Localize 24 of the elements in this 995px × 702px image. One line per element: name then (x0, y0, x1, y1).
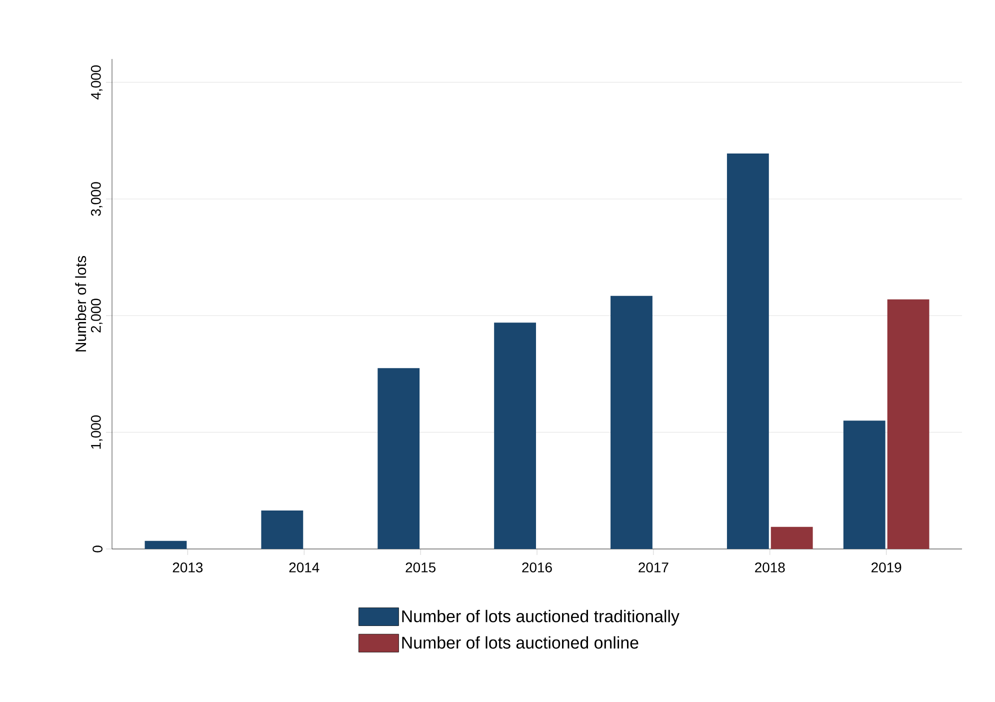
bar (843, 420, 886, 549)
x-tick-label: 2015 (406, 562, 436, 572)
y-tick-label: 4,000 (90, 65, 102, 100)
bar (770, 526, 813, 549)
x-tick-label: 2017 (638, 562, 668, 572)
y-tick-label: 2,000 (90, 298, 102, 332)
x-tick-label: 2018 (755, 562, 785, 572)
bar (887, 299, 930, 549)
x-tick-label: 2013 (172, 562, 203, 572)
y-tick-label: 3,000 (90, 182, 102, 216)
x-tick-label: 2014 (289, 562, 320, 572)
bar (726, 153, 769, 549)
x-tick-label: 2016 (522, 562, 552, 572)
legend-label: Number of lots auctioned online (402, 636, 638, 649)
bar (144, 540, 187, 549)
bar (494, 322, 536, 549)
bar (378, 368, 420, 549)
y-axis-title: Number of lots (75, 256, 86, 352)
bar (261, 510, 304, 549)
legend-label: Number of lots auctioned traditionally (402, 610, 680, 626)
y-tick-label: 0 (92, 546, 102, 552)
y-tick-label: 1,000 (90, 415, 102, 449)
bar (610, 296, 652, 549)
x-tick-label: 2019 (872, 562, 902, 572)
